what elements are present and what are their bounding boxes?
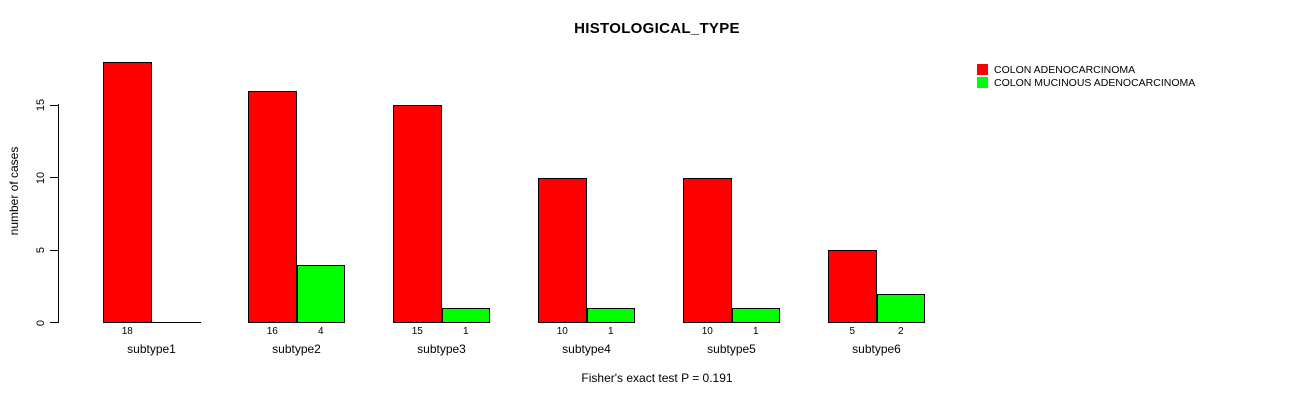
bar-value-label: 1 [752,326,759,337]
bar [393,105,442,323]
x-category-label: subtype2 [272,342,321,356]
y-tick-mark [50,249,58,251]
bar-value-label: 18 [121,326,133,337]
y-tick-label: 0 [35,319,47,326]
bar-value-label: 16 [266,326,278,337]
bar [441,308,490,323]
bar-value-label: 15 [411,326,423,337]
bar-value-label: 2 [897,326,904,337]
x-category-label: subtype5 [707,342,756,356]
y-tick-label: 15 [35,98,47,112]
caption-text: Fisher's exact test P = 0.191 [581,371,733,385]
y-tick-label: 5 [35,246,47,254]
legend-label: COLON ADENOCARCINOMA [994,63,1136,76]
legend-item: COLON ADENOCARCINOMA [977,63,1195,76]
bar-value-label: 10 [701,326,713,337]
legend: COLON ADENOCARCINOMA COLON MUCINOUS ADENO… [977,64,1195,90]
bar [248,90,297,323]
y-tick-mark [50,177,58,178]
bar [103,61,152,323]
y-axis-label: number of cases [7,146,21,236]
x-category-label: subtype4 [562,342,611,356]
y-axis-line [58,104,59,323]
bar [586,308,635,323]
y-tick-label: 10 [35,171,47,184]
x-category-label: subtype3 [417,342,466,356]
bar-value-label: 10 [556,326,568,337]
y-tick-mark [50,104,58,106]
legend-item: COLON MUCINOUS ADENOCARCINOMA [977,76,1196,89]
x-category-label: subtype6 [852,342,901,356]
legend-swatch [977,64,988,75]
x-category-label: subtype1 [127,342,176,356]
bar-value-label: 4 [317,326,324,337]
legend-swatch [977,77,988,88]
bar [731,308,780,323]
bar [828,250,877,323]
chart-title: HISTOLOGICAL_TYPE [574,20,740,37]
bar [296,264,345,323]
legend-label: COLON MUCINOUS ADENOCARCINOMA [994,76,1196,89]
bar-value-label: 1 [462,326,469,337]
bar-value-label: 1 [607,326,614,337]
bar-value-label: 5 [849,326,856,337]
zero-bar-line [151,321,201,323]
bar [683,177,732,323]
bar [876,293,925,323]
bar [538,177,587,323]
y-tick-mark [50,322,58,323]
